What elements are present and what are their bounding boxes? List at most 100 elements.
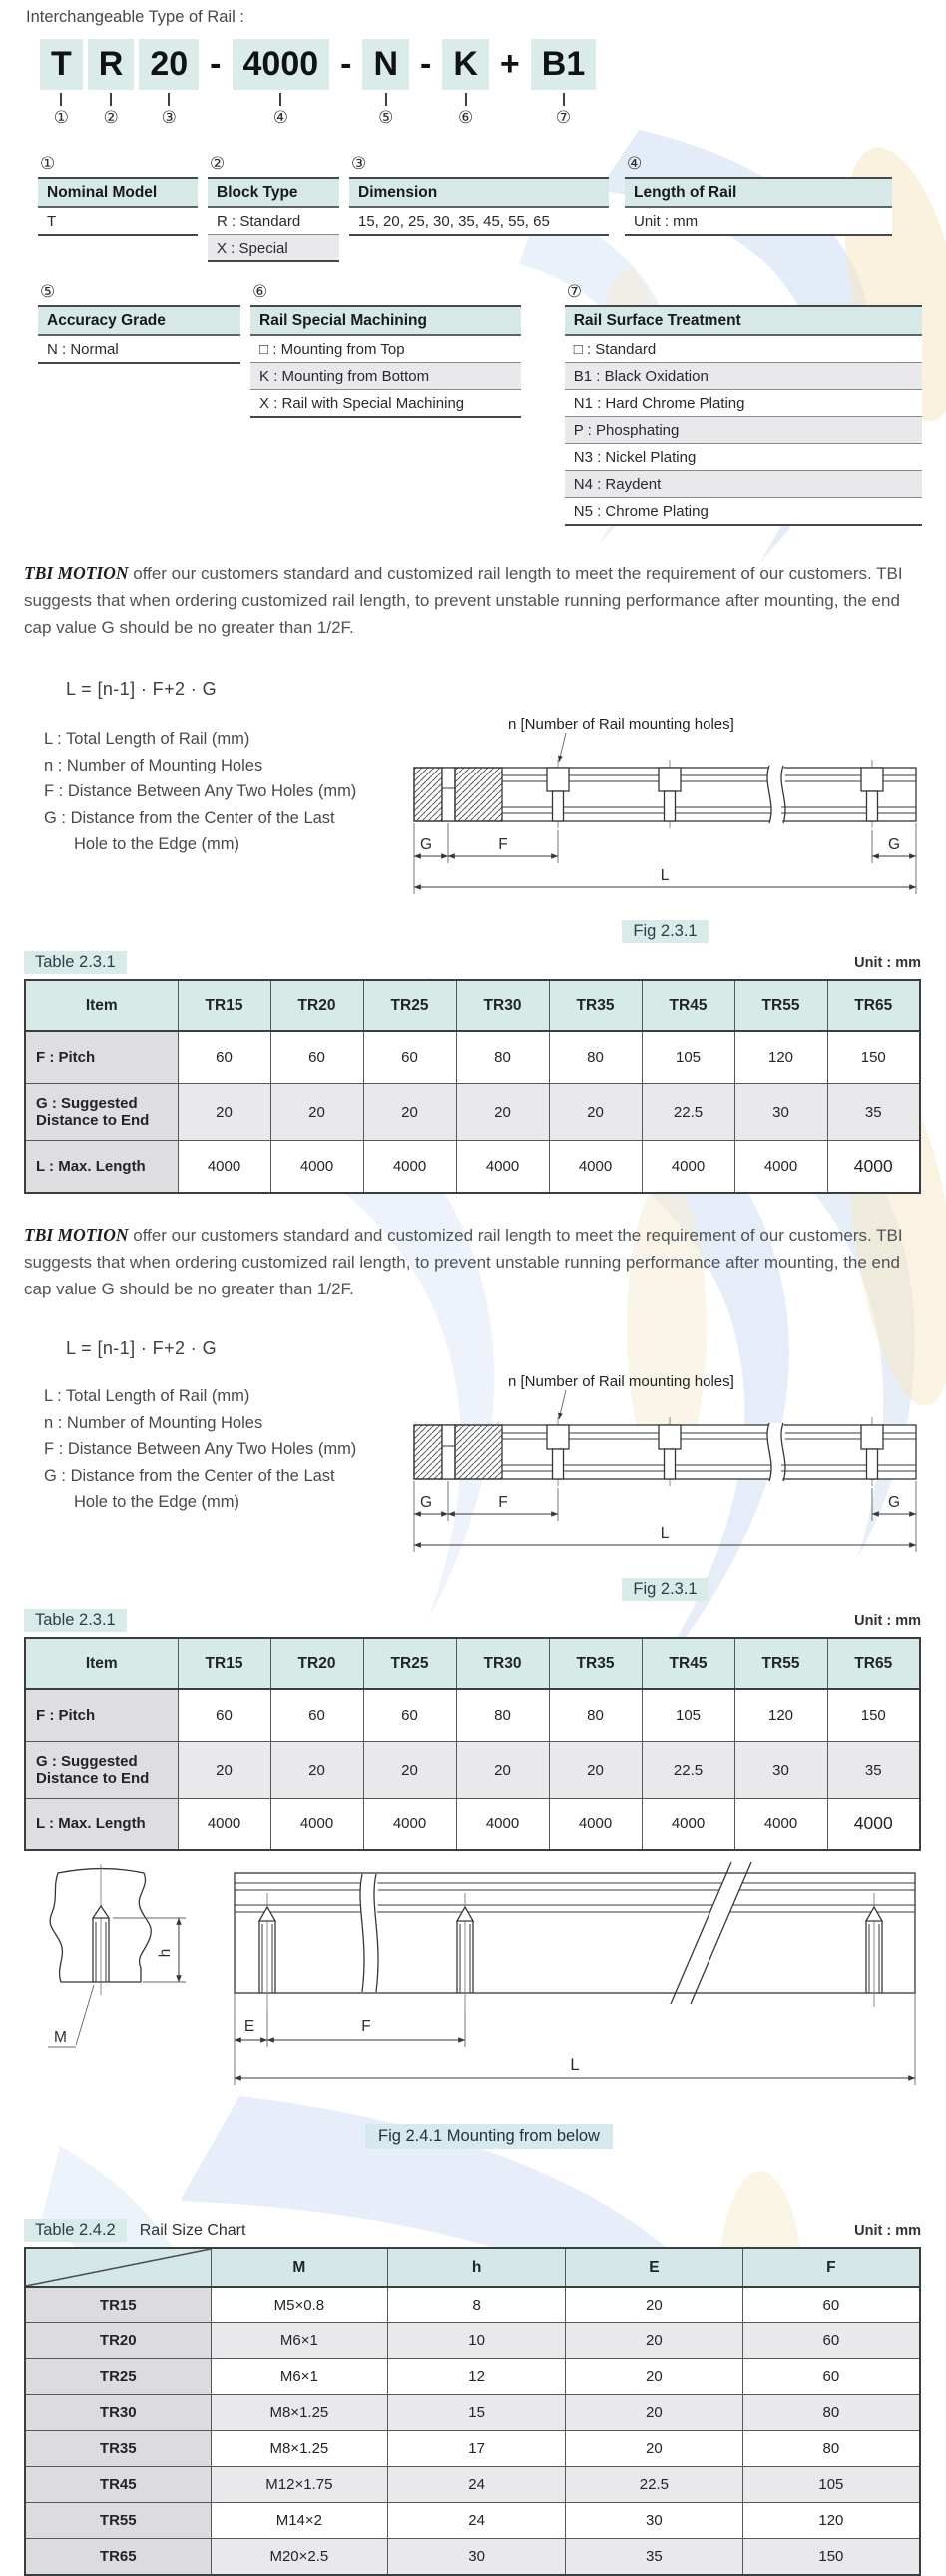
circled-number: ①: [40, 154, 56, 174]
mounting-hole: [860, 760, 884, 829]
table-cell: 22.5: [641, 1083, 735, 1142]
rail-side-view: [413, 1417, 917, 1487]
row-label: TR45: [24, 2466, 212, 2504]
model-token: T: [40, 39, 83, 91]
circled-number: ①: [53, 108, 70, 128]
col-header: Item: [24, 1637, 179, 1691]
legend-row: □ : Mounting from Top: [250, 336, 521, 364]
col-header: TR35: [548, 1637, 643, 1691]
table-label: Table 2.4.2: [24, 2219, 127, 2243]
row-label: L : Max. Length: [24, 1140, 179, 1194]
table-231-header: Table 2.3.1 Unit : mm: [24, 1609, 921, 1633]
rail-length-table: Item TR15 TR20 TR25 TR30 TR35 TR45 TR55 …: [24, 1637, 921, 1852]
table-cell: 20: [177, 1083, 271, 1142]
length-formula: L = [n-1] · F+2 · G: [66, 679, 217, 700]
table-cell: 4000: [641, 1140, 735, 1194]
table-cell: 60: [741, 2358, 921, 2396]
legend-row: X : Special: [208, 235, 339, 263]
figure-caption: Fig 2.3.1: [622, 920, 709, 944]
dim-label-l: L: [570, 2055, 579, 2074]
tick-line: [279, 93, 282, 107]
table-cell: 20: [565, 2358, 743, 2396]
model-separator: -: [204, 39, 227, 90]
table-cell: 80: [548, 1688, 643, 1743]
legend-row: K : Mounting from Bottom: [250, 363, 521, 391]
legend-line: Hole to the Edge (mm): [74, 834, 239, 853]
intro-paragraph: TBI MOTION offer our customers standard …: [24, 1222, 921, 1302]
tick-line: [562, 93, 565, 107]
table-cell: 30: [733, 1741, 828, 1800]
col-header: TR35: [548, 979, 643, 1033]
rail-size-table: M h E F TR15 M5×0.8 8 20 60 TR20 M6×1 10: [24, 2247, 921, 2576]
col-header: TR15: [177, 979, 271, 1033]
table-cell: 120: [733, 1688, 828, 1743]
table-cell: 24: [387, 2466, 566, 2504]
legend-row: X : Rail with Special Machining: [250, 390, 521, 419]
model-token: K: [442, 39, 489, 91]
legend-row: Unit : mm: [625, 208, 892, 237]
tick-line: [168, 93, 171, 107]
table-cell: 4000: [177, 1140, 271, 1194]
legend-tables-row-1: ① Nominal Model T ② Block Type R : Stand…: [38, 154, 922, 263]
rail-bottom-view: [234, 1862, 916, 2012]
legend-line: L : Total Length of Rail (mm): [44, 1387, 250, 1406]
table-cell: 4000: [362, 1798, 457, 1851]
col-header: TR65: [826, 1637, 921, 1691]
mounting-hole: [658, 760, 682, 829]
page-title: Interchangeable Type of Rail :: [26, 8, 244, 26]
mounting-holes-note: n [Number of Rail mounting holes]: [508, 1373, 734, 1390]
circled-number: ②: [103, 108, 119, 128]
formula-legend: L : Total Length of Rail (mm) n : Number…: [44, 726, 408, 943]
table-cell: 4000: [177, 1798, 271, 1851]
circled-number: ⑤: [40, 282, 56, 302]
diagonal-header-cell: [24, 2247, 212, 2289]
dim-label-l: L: [661, 1525, 670, 1542]
table-cell: M20×2.5: [210, 2538, 389, 2576]
legend-line: F : Distance Between Any Two Holes (mm): [44, 1440, 357, 1459]
table-cell: 150: [826, 1030, 921, 1085]
legend-row: B1 : Black Oxidation: [564, 363, 923, 391]
model-token: 4000: [232, 39, 330, 91]
legend-row: N5 : Chrome Plating: [564, 498, 923, 527]
dim-label-m: M: [54, 2029, 67, 2046]
paragraph-text: offer our customers standard and customi…: [24, 1226, 903, 1298]
table-cell: 120: [733, 1030, 828, 1085]
tick-line: [110, 93, 113, 107]
table-row: TR35 M8×1.25 17 20 80: [24, 2430, 921, 2468]
model-separator: -: [414, 39, 437, 90]
legend-table-rail-surface-treatment: ⑦ Rail Surface Treatment □ : Standard B1…: [564, 282, 923, 527]
unit-label: Unit : mm: [854, 954, 921, 971]
mounting-bolt: [257, 1893, 277, 2012]
table-cell: 4000: [269, 1798, 364, 1851]
separator-dash: -: [420, 45, 432, 83]
circled-number: ⑤: [378, 108, 394, 128]
table-cell: 4000: [826, 1798, 921, 1851]
legend-row: N : Normal: [38, 336, 241, 365]
table-row: TR20 M6×1 10 20 60: [24, 2322, 921, 2360]
row-label: TR15: [24, 2286, 212, 2324]
model-token-group: T ①: [40, 39, 83, 128]
col-header: TR45: [641, 1637, 735, 1691]
legend-row: N1 : Hard Chrome Plating: [564, 390, 923, 418]
col-header: TR45: [641, 979, 735, 1033]
table-row: G : Suggested Distance to End 20 20 20 2…: [24, 1741, 921, 1800]
table-cell: 20: [548, 1083, 643, 1142]
rail-length-diagram: n [Number of Rail mounting holes]: [413, 1373, 917, 1553]
mounting-from-below-diagram: h M: [48, 1862, 916, 2086]
table-cell: 4000: [548, 1798, 643, 1851]
col-header: TR55: [733, 979, 828, 1033]
row-label: TR20: [24, 2322, 212, 2360]
model-token: 20: [139, 39, 200, 91]
rail-length-figure-row: L : Total Length of Rail (mm) n : Number…: [44, 1373, 922, 1602]
legend-header: Accuracy Grade: [38, 307, 241, 337]
table-cell: 20: [362, 1741, 457, 1800]
table-cell: M14×2: [210, 2502, 389, 2540]
table-cell: M8×1.25: [210, 2430, 389, 2468]
legend-row: P : Phosphating: [564, 417, 923, 445]
table-row: TR30 M8×1.25 15 20 80: [24, 2394, 921, 2432]
dim-label-g: G: [888, 1494, 900, 1511]
unit-label: Unit : mm: [854, 1612, 921, 1629]
col-header: TR20: [269, 1637, 364, 1691]
row-label: F : Pitch: [24, 1030, 179, 1085]
